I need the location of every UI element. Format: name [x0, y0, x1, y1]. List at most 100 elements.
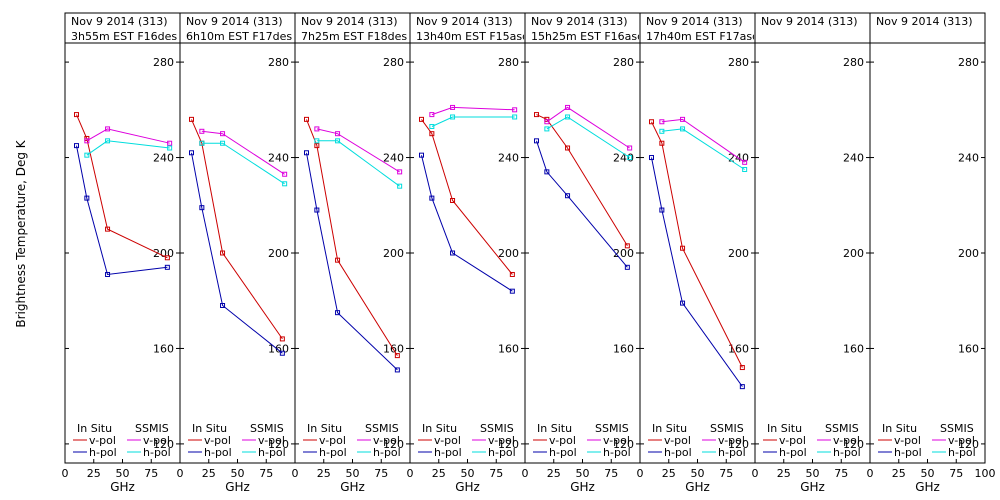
data-point-in-situ-v-pol	[680, 245, 686, 251]
panel-frame	[179, 12, 296, 464]
panel-title-date: Nov 9 2014 (313)	[301, 15, 398, 28]
legend-label-ssmis: h-pol	[258, 446, 286, 459]
y-tick-label: 200	[843, 247, 864, 260]
chart-panel-6: Nov 9 2014 (313) 17h40m EST F17asc 120 160 2…	[637, 12, 758, 494]
series-line-in-situ-h-pol	[306, 152, 398, 371]
data-point-ssmis-v-pol	[627, 145, 633, 151]
data-point-in-situ-v-pol	[105, 226, 111, 232]
series-line-in-situ-h-pol	[191, 152, 283, 354]
data-point-in-situ-h-pol	[419, 152, 424, 158]
data-point-in-situ-h-pol	[680, 300, 686, 306]
data-point-in-situ-v-pol	[509, 271, 515, 277]
data-point-in-situ-v-pol	[534, 112, 539, 118]
x-tick-label: 25	[317, 467, 331, 480]
data-point-in-situ-v-pol	[74, 112, 79, 118]
legend-insitu-heading: In Situ	[77, 422, 112, 435]
x-tick-label: 75	[949, 467, 963, 480]
data-point-ssmis-v-pol	[397, 169, 403, 175]
y-tick-label: 200	[153, 247, 174, 260]
x-tick-label: 25	[432, 467, 446, 480]
series-line-in-situ-v-pol	[191, 119, 283, 340]
legend-ssmis-heading: SSMIS	[825, 422, 859, 435]
panel-title-time: 3h55m EST F16des	[71, 30, 177, 43]
data-point-in-situ-h-pol	[189, 150, 194, 156]
legend-label-ssmis: h-pol	[488, 446, 516, 459]
chart-panel-2: Nov 9 2014 (313)6h10m EST F17des12016020…	[177, 12, 296, 494]
data-point-ssmis-v-pol	[167, 140, 173, 146]
x-tick-label: 50	[806, 467, 820, 480]
y-tick-label: 160	[613, 342, 634, 355]
x-tick-label: 75	[834, 467, 848, 480]
chart-panel-7: Nov 9 2014 (313) 120 160 200 240 280 0 25 50 75 GH…	[752, 12, 871, 494]
data-point-ssmis-v-pol	[512, 107, 518, 113]
panel-title-time: 13h40m EST F15asc	[416, 30, 528, 43]
x-tick-label: 0	[292, 467, 299, 480]
data-point-ssmis-h-pol	[680, 126, 686, 132]
chart-panel-8: Nov 9 2014 (313) 120 160 200 240 280 0 25 50 75 10…	[867, 12, 996, 494]
y-tick-label: 200	[268, 247, 289, 260]
y-tick-label: 200	[728, 247, 749, 260]
y-tick-label: 120	[498, 438, 519, 451]
y-axis-label-group: Brightness Temperature, Deg K	[14, 139, 28, 327]
data-point-in-situ-v-pol	[164, 255, 170, 261]
y-tick-label: 280	[153, 56, 174, 69]
data-point-in-situ-h-pol	[565, 193, 571, 199]
legend-insitu-heading: In Situ	[422, 422, 457, 435]
y-tick-label: 280	[843, 56, 864, 69]
data-point-ssmis-h-pol	[659, 128, 665, 134]
data-point-in-situ-h-pol	[84, 195, 90, 201]
data-point-ssmis-v-pol	[84, 138, 90, 144]
data-point-ssmis-v-pol	[659, 119, 665, 125]
y-tick-label: 120	[958, 438, 979, 451]
data-point-in-situ-h-pol	[314, 207, 320, 213]
legend-label-ssmis: v-pol	[718, 434, 745, 447]
data-point-ssmis-v-pol	[105, 126, 111, 132]
legend-label-insitu: h-pol	[549, 446, 577, 459]
data-point-in-situ-v-pol	[220, 250, 226, 256]
y-tick-label: 200	[498, 247, 519, 260]
legend-ssmis-heading: SSMIS	[480, 422, 514, 435]
panel-title-time: 17h40m EST F17asc	[646, 30, 758, 43]
series-line-in-situ-h-pol	[651, 157, 743, 387]
x-tick-label: 0	[177, 467, 184, 480]
data-point-in-situ-v-pol	[189, 116, 194, 122]
panel-frame	[294, 12, 411, 464]
y-tick-label: 280	[958, 56, 979, 69]
y-tick-label: 120	[268, 438, 289, 451]
data-point-in-situ-v-pol	[624, 243, 630, 249]
x-tick-label: 50	[116, 467, 130, 480]
x-axis-label: GHz	[915, 480, 940, 494]
data-point-in-situ-v-pol	[304, 116, 309, 122]
data-point-in-situ-h-pol	[199, 205, 205, 211]
x-tick-label: 50	[231, 467, 245, 480]
data-point-ssmis-h-pol	[565, 114, 571, 120]
data-point-in-situ-h-pol	[450, 250, 456, 256]
x-axis-label: GHz	[110, 480, 135, 494]
panel-title-date: Nov 9 2014 (313)	[531, 15, 628, 28]
chart-panel-1: Nov 9 2014 (313) 3h55m EST F16des 120 160 20…	[62, 12, 181, 494]
legend-label-insitu: h-pol	[319, 446, 347, 459]
data-point-ssmis-h-pol	[512, 114, 518, 120]
series-line-in-situ-h-pol	[421, 155, 513, 292]
title-group: Nov 9 2014 (313) 3h55m EST F16des	[71, 15, 177, 43]
legend-label-ssmis: v-pol	[373, 434, 400, 447]
data-point-in-situ-h-pol	[429, 195, 435, 201]
x-tick-label: 75	[489, 467, 503, 480]
legend-label-insitu: v-pol	[319, 434, 346, 447]
data-point-in-situ-h-pol	[534, 138, 539, 144]
legend-label-insitu: h-pol	[434, 446, 462, 459]
y-tick-label: 160	[958, 342, 979, 355]
data-point-in-situ-h-pol	[649, 155, 654, 161]
data-point-ssmis-v-pol	[429, 112, 435, 118]
y-tick-label: 240	[153, 152, 174, 165]
data-point-ssmis-h-pol	[220, 140, 226, 146]
y-axis-label: Brightness Temperature, Deg K	[14, 139, 28, 327]
legend-label-insitu: v-pol	[204, 434, 231, 447]
data-point-in-situ-v-pol	[394, 353, 400, 359]
data-point-ssmis-h-pol	[167, 145, 173, 151]
legend-label-insitu: v-pol	[549, 434, 576, 447]
